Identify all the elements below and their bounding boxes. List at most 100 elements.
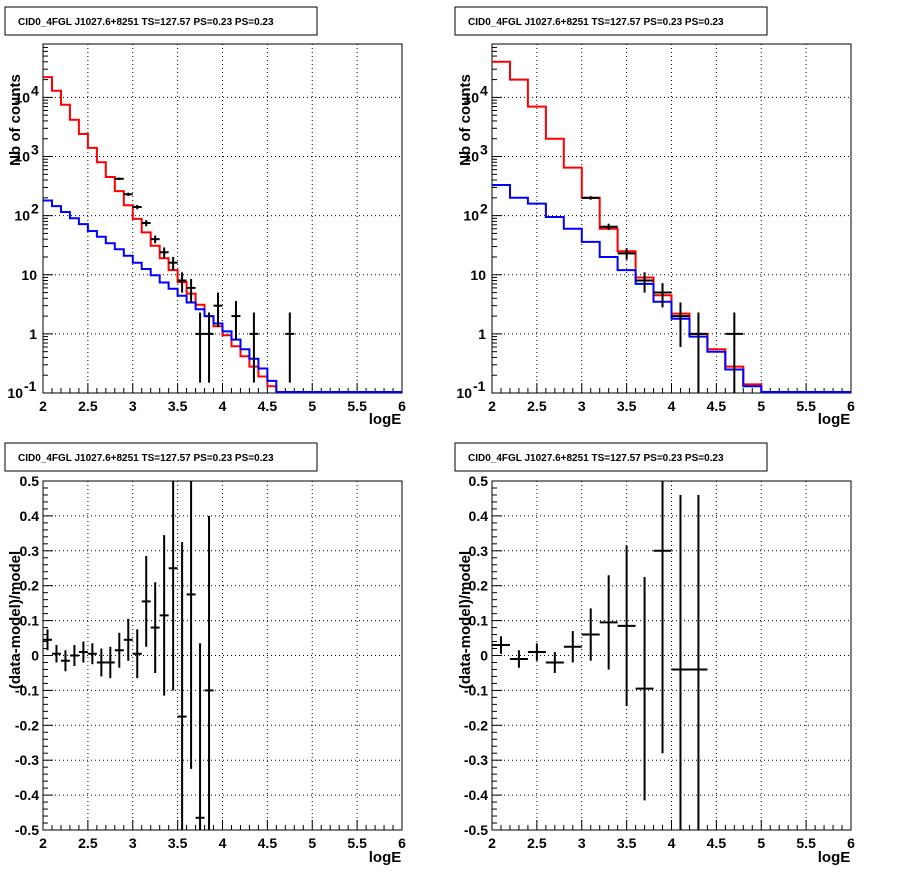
x-tick-label: 2.5 bbox=[527, 835, 547, 851]
y-tick-label: 1 bbox=[478, 326, 486, 342]
y-tick-label-exponent: 2 bbox=[31, 201, 39, 217]
y-tick-label: 0.4 bbox=[469, 508, 489, 524]
y-tick-label-exponent: 2 bbox=[480, 201, 488, 217]
x-tick-label: 2.5 bbox=[78, 398, 98, 414]
plot-frame bbox=[42, 480, 403, 831]
x-tick-label: 3.5 bbox=[617, 835, 637, 851]
y-tick-label-exponent: -1 bbox=[24, 378, 37, 394]
x-tick-label: 4.5 bbox=[258, 835, 278, 851]
x-axis-title: logE bbox=[369, 411, 402, 428]
y-tick-label: -0.5 bbox=[15, 822, 39, 838]
y-tick-label-exponent: 3 bbox=[480, 142, 488, 158]
y-tick-label: -0.3 bbox=[464, 752, 488, 768]
y-tick-label-base: 10 bbox=[14, 149, 30, 165]
y-tick-label-base: 10 bbox=[463, 208, 479, 224]
background-model-histogram bbox=[43, 199, 402, 393]
y-tick-label-base: 10 bbox=[456, 385, 472, 401]
x-tick-label: 5.5 bbox=[796, 398, 816, 414]
x-tick-label: 3 bbox=[578, 398, 586, 414]
chart-title: CID0_4FGL J1027.6+8251 TS=127.57 PS=0.23… bbox=[468, 17, 724, 28]
y-tick-label: 1 bbox=[29, 326, 37, 342]
y-tick-label-exponent: 4 bbox=[31, 82, 39, 98]
title-box bbox=[4, 442, 318, 472]
y-tick-label: -0.2 bbox=[15, 717, 39, 733]
x-tick-label: 4 bbox=[219, 835, 227, 851]
y-tick-label: 0.1 bbox=[20, 613, 40, 629]
y-tick-label-base: 10 bbox=[7, 385, 23, 401]
y-axis-title: Nb of counts bbox=[457, 74, 474, 166]
x-tick-label: 4.5 bbox=[707, 398, 727, 414]
chart-title: CID0_4FGL J1027.6+8251 TS=127.57 PS=0.23… bbox=[18, 453, 274, 464]
plot-frame bbox=[491, 480, 852, 831]
x-tick-label: 5.5 bbox=[347, 835, 367, 851]
chart-title: CID0_4FGL J1027.6+8251 TS=127.57 PS=0.23… bbox=[468, 453, 724, 464]
y-tick-label: -0.4 bbox=[464, 787, 488, 803]
y-tick-label: -0.1 bbox=[464, 682, 488, 698]
background-model-histogram bbox=[492, 184, 851, 393]
x-tick-label: 4 bbox=[668, 398, 676, 414]
y-tick-label: 0.5 bbox=[20, 473, 40, 489]
y-tick-label-base: 10 bbox=[14, 208, 30, 224]
x-tick-label: 2.5 bbox=[527, 398, 547, 414]
y-tick-label-exponent: 4 bbox=[480, 82, 488, 98]
y-tick-label-base: 10 bbox=[463, 149, 479, 165]
x-tick-label: 5 bbox=[308, 835, 316, 851]
y-tick-label-exponent: -1 bbox=[473, 378, 486, 394]
y-tick-label: 0.3 bbox=[20, 543, 40, 559]
y-tick-label: -0.2 bbox=[464, 717, 488, 733]
y-tick-label: 0.2 bbox=[20, 578, 40, 594]
x-axis-title: logE bbox=[818, 849, 851, 866]
y-tick-label: 0.3 bbox=[469, 543, 489, 559]
x-tick-label: 4 bbox=[668, 835, 676, 851]
chart-panel: CID0_4FGL J1027.6+8251 TS=127.57 PS=0.23… bbox=[454, 442, 855, 866]
y-axis-title: Nb of counts bbox=[7, 74, 24, 166]
title-box bbox=[4, 6, 318, 36]
x-tick-label: 2 bbox=[488, 398, 496, 414]
x-axis-title: logE bbox=[369, 849, 402, 866]
y-tick-label-exponent: 3 bbox=[31, 142, 39, 158]
x-tick-label: 4.5 bbox=[707, 835, 727, 851]
x-tick-label: 5.5 bbox=[347, 398, 367, 414]
x-tick-label: 6 bbox=[398, 398, 406, 414]
x-tick-label: 3 bbox=[578, 835, 586, 851]
y-tick-label: 0 bbox=[31, 648, 39, 664]
chart-title: CID0_4FGL J1027.6+8251 TS=127.57 PS=0.23… bbox=[18, 17, 274, 28]
y-tick-label: -0.5 bbox=[464, 822, 488, 838]
x-tick-label: 3 bbox=[129, 835, 137, 851]
title-box bbox=[454, 6, 768, 36]
y-tick-label: -0.4 bbox=[15, 787, 39, 803]
x-tick-label: 4 bbox=[219, 398, 227, 414]
x-tick-label: 5.5 bbox=[796, 835, 816, 851]
plot-frame bbox=[42, 43, 403, 394]
x-tick-label: 2 bbox=[39, 398, 47, 414]
x-tick-label: 2.5 bbox=[78, 835, 98, 851]
y-axis-title: (data-model)/model bbox=[457, 551, 474, 689]
y-tick-label: 10 bbox=[470, 267, 486, 283]
chart-panel: CID0_4FGL J1027.6+8251 TS=127.57 PS=0.23… bbox=[454, 6, 855, 428]
x-tick-label: 3.5 bbox=[617, 398, 637, 414]
y-tick-label: 0.1 bbox=[469, 613, 489, 629]
total-model-histogram bbox=[43, 76, 402, 393]
x-tick-label: 2 bbox=[39, 835, 47, 851]
chart-panel: CID0_4FGL J1027.6+8251 TS=127.57 PS=0.23… bbox=[4, 6, 406, 428]
x-tick-label: 4.5 bbox=[258, 398, 278, 414]
y-axis-title: (data-model)/model bbox=[7, 551, 24, 689]
y-tick-label-base: 10 bbox=[14, 89, 30, 105]
x-axis-title: logE bbox=[818, 411, 851, 428]
x-tick-label: 3 bbox=[129, 398, 137, 414]
y-tick-label: 0 bbox=[480, 648, 488, 664]
x-tick-label: 6 bbox=[847, 835, 855, 851]
x-tick-label: 3.5 bbox=[168, 398, 188, 414]
x-tick-label: 6 bbox=[847, 398, 855, 414]
x-tick-label: 2 bbox=[488, 835, 496, 851]
x-tick-label: 5 bbox=[308, 398, 316, 414]
plot-frame bbox=[491, 43, 852, 394]
y-tick-label: -0.1 bbox=[15, 682, 39, 698]
y-tick-label: -0.3 bbox=[15, 752, 39, 768]
x-tick-label: 3.5 bbox=[168, 835, 188, 851]
y-tick-label: 0.4 bbox=[20, 508, 40, 524]
x-tick-label: 5 bbox=[757, 398, 765, 414]
y-tick-label: 10 bbox=[21, 267, 37, 283]
